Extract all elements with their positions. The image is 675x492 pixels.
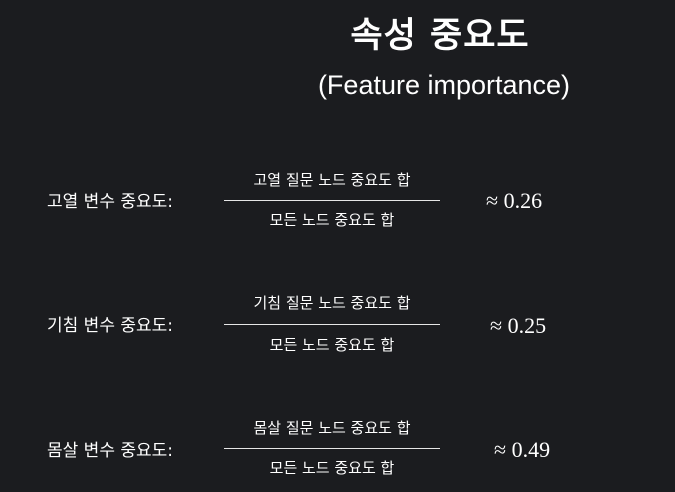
importance-row-fever: 고열 변수 중요도: 고열 질문 노드 중요도 합 모든 노드 중요도 합 ≈ …: [0, 164, 675, 244]
page-title: 속성 중요도: [350, 16, 530, 56]
importance-row-cough: 기침 변수 중요도: 기침 질문 노드 중요도 합 모든 노드 중요도 합 ≈ …: [0, 288, 675, 368]
row-label: 고열 변수 중요도:: [47, 192, 174, 212]
fraction-numerator: 고열 질문 노드 중요도 합: [253, 171, 411, 189]
importance-value: ≈ 0.25: [490, 313, 547, 338]
fraction-bar: [224, 200, 440, 201]
row-label: 기침 변수 중요도:: [47, 316, 174, 336]
importance-value: ≈ 0.49: [494, 437, 551, 462]
importance-row-ache: 몸살 변수 중요도: 몸살 질문 노드 중요도 합 모든 노드 중요도 합 ≈ …: [0, 412, 675, 492]
page-subtitle: (Feature importance): [317, 70, 571, 100]
fraction-denominator: 모든 노드 중요도 합: [269, 211, 395, 229]
fraction-denominator: 모든 노드 중요도 합: [269, 336, 395, 354]
fraction-denominator: 모든 노드 중요도 합: [269, 459, 395, 477]
row-label: 몸살 변수 중요도:: [47, 441, 174, 461]
importance-value: ≈ 0.26: [486, 188, 543, 213]
fraction-numerator: 몸살 질문 노드 중요도 합: [253, 419, 411, 437]
fraction-numerator: 기침 질문 노드 중요도 합: [253, 294, 411, 312]
fraction-bar: [224, 324, 440, 325]
fraction-bar: [224, 448, 440, 449]
